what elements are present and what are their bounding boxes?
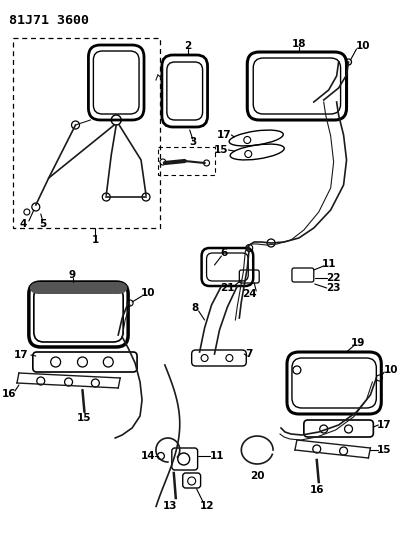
Text: 81J71 3600: 81J71 3600 [9, 14, 89, 27]
Text: 11: 11 [322, 259, 336, 269]
Text: 20: 20 [250, 471, 264, 481]
Text: 5: 5 [39, 219, 46, 229]
Text: 22: 22 [326, 273, 341, 283]
Text: 7: 7 [246, 349, 253, 359]
Text: 15: 15 [77, 413, 92, 423]
Text: 17: 17 [14, 350, 28, 360]
Text: 10: 10 [384, 365, 398, 375]
Text: 12: 12 [200, 501, 215, 511]
Text: 10: 10 [356, 41, 371, 51]
Text: 16: 16 [2, 389, 16, 399]
Text: 17: 17 [217, 130, 232, 140]
Text: 6: 6 [221, 248, 228, 258]
Text: 18: 18 [292, 39, 306, 49]
Text: 17: 17 [377, 420, 392, 430]
Text: 15: 15 [214, 145, 229, 155]
Text: 16: 16 [310, 485, 324, 495]
Bar [158, 147, 216, 175]
Text: 13: 13 [162, 501, 177, 511]
Text: 11: 11 [210, 451, 225, 461]
Text: 10: 10 [141, 288, 155, 298]
Text: 8: 8 [191, 303, 198, 313]
Text: 24: 24 [242, 289, 256, 299]
Bar [13, 38, 160, 228]
Text: 14: 14 [141, 451, 155, 461]
Text: 2: 2 [184, 41, 191, 51]
Text: 4: 4 [19, 219, 26, 229]
Text: 23: 23 [326, 283, 341, 293]
Text: 1: 1 [92, 235, 99, 245]
Text: 15: 15 [377, 445, 392, 455]
Text: 19: 19 [351, 338, 366, 348]
Text: 9: 9 [69, 270, 76, 280]
Text: 21: 21 [220, 283, 235, 293]
Text: 3: 3 [189, 137, 196, 147]
FancyBboxPatch shape [29, 282, 128, 294]
